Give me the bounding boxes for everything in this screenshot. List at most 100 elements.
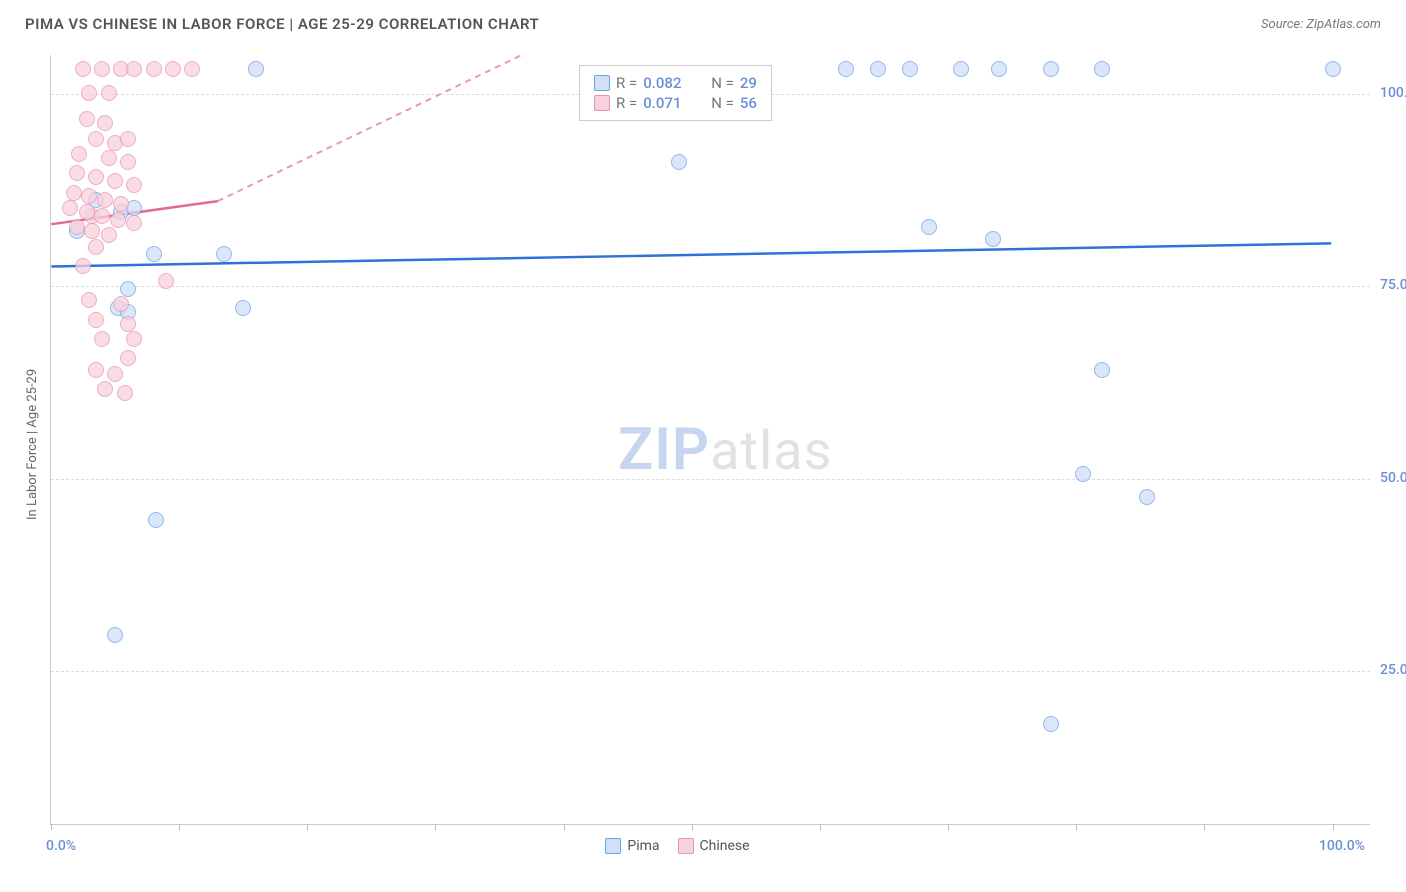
data-point-chinese	[88, 169, 104, 185]
data-point-chinese	[69, 165, 85, 181]
data-point-pima	[248, 61, 264, 77]
y-tick-label: 50.0%	[1380, 470, 1406, 486]
data-point-pima	[148, 512, 164, 528]
x-tick	[1076, 824, 1077, 830]
data-point-pima	[107, 627, 123, 643]
data-point-pima	[120, 281, 136, 297]
x-tick-label: 100.0%	[1319, 838, 1365, 854]
data-point-chinese	[101, 85, 117, 101]
data-point-pima	[985, 231, 1001, 247]
trend-dash-chinese	[218, 55, 538, 201]
data-point-chinese	[79, 111, 95, 127]
data-point-chinese	[75, 258, 91, 274]
x-tick	[564, 824, 565, 830]
swatch-icon	[594, 95, 610, 111]
legend-label: Chinese	[700, 838, 750, 854]
data-point-chinese	[117, 385, 133, 401]
data-point-chinese	[66, 185, 82, 201]
gridline	[51, 286, 1370, 287]
legend-item-pima: Pima	[605, 838, 659, 854]
data-point-chinese	[97, 192, 113, 208]
data-point-chinese	[158, 273, 174, 289]
data-point-pima	[671, 154, 687, 170]
data-point-pima	[1139, 489, 1155, 505]
stats-legend: R =0.082N =29R =0.071N =56	[579, 65, 772, 121]
swatch-icon	[678, 838, 694, 854]
data-point-pima	[838, 61, 854, 77]
data-point-chinese	[94, 331, 110, 347]
data-point-chinese	[81, 188, 97, 204]
data-point-chinese	[81, 85, 97, 101]
data-point-pima	[235, 300, 251, 316]
data-point-chinese	[165, 61, 181, 77]
x-tick	[179, 824, 180, 830]
data-point-chinese	[110, 212, 126, 228]
data-point-chinese	[107, 366, 123, 382]
x-tick	[51, 824, 52, 830]
data-point-pima	[1043, 716, 1059, 732]
y-tick-label: 75.0%	[1380, 277, 1406, 293]
data-point-chinese	[101, 150, 117, 166]
data-point-chinese	[126, 61, 142, 77]
data-point-chinese	[120, 154, 136, 170]
data-point-chinese	[146, 61, 162, 77]
data-point-chinese	[97, 381, 113, 397]
data-point-chinese	[69, 219, 85, 235]
data-point-pima	[1043, 61, 1059, 77]
data-point-chinese	[88, 312, 104, 328]
chart-title: PIMA VS CHINESE IN LABOR FORCE | AGE 25-…	[25, 15, 539, 33]
y-axis-label: In Labor Force | Age 25-29	[25, 369, 40, 520]
data-point-pima	[1094, 61, 1110, 77]
x-tick	[1333, 824, 1334, 830]
data-point-chinese	[184, 61, 200, 77]
y-tick-label: 100.0%	[1380, 85, 1406, 101]
n-label: N =	[711, 94, 734, 112]
r-label: R =	[616, 94, 637, 112]
r-value: 0.082	[643, 74, 695, 92]
data-point-pima	[991, 61, 1007, 77]
chart-header: PIMA VS CHINESE IN LABOR FORCE | AGE 25-…	[0, 0, 1406, 43]
data-point-chinese	[126, 331, 142, 347]
data-point-chinese	[120, 131, 136, 147]
data-point-chinese	[71, 146, 87, 162]
y-tick-label: 25.0%	[1380, 662, 1406, 678]
chart-source: Source: ZipAtlas.com	[1261, 17, 1381, 32]
data-point-chinese	[94, 61, 110, 77]
data-point-chinese	[97, 115, 113, 131]
swatch-icon	[594, 75, 610, 91]
data-point-chinese	[75, 61, 91, 77]
swatch-icon	[605, 838, 621, 854]
data-point-chinese	[81, 292, 97, 308]
r-label: R =	[616, 74, 637, 92]
data-point-chinese	[113, 296, 129, 312]
data-point-chinese	[79, 204, 95, 220]
gridline	[51, 671, 1370, 672]
x-tick	[307, 824, 308, 830]
data-point-chinese	[88, 131, 104, 147]
data-point-chinese	[94, 208, 110, 224]
data-point-chinese	[113, 196, 129, 212]
data-point-pima	[870, 61, 886, 77]
plot-area: ZIPatlas 25.0%50.0%75.0%100.0%0.0%100.0%…	[50, 55, 1370, 825]
data-point-chinese	[101, 227, 117, 243]
x-tick-label: 0.0%	[46, 838, 76, 854]
x-tick	[948, 824, 949, 830]
data-point-pima	[1325, 61, 1341, 77]
stats-row-pima: R =0.082N =29	[594, 74, 757, 92]
data-point-pima	[1094, 362, 1110, 378]
trend-line-pima	[51, 243, 1331, 266]
x-tick	[820, 824, 821, 830]
data-point-chinese	[126, 215, 142, 231]
x-tick	[692, 824, 693, 830]
data-point-pima	[146, 246, 162, 262]
data-point-chinese	[84, 223, 100, 239]
n-value: 29	[740, 74, 757, 92]
bottom-legend: Pima Chinese	[605, 838, 749, 854]
legend-item-chinese: Chinese	[678, 838, 750, 854]
stats-row-chinese: R =0.071N =56	[594, 94, 757, 112]
data-point-chinese	[126, 177, 142, 193]
x-tick	[1204, 824, 1205, 830]
data-point-chinese	[120, 350, 136, 366]
n-value: 56	[740, 94, 757, 112]
data-point-chinese	[62, 200, 78, 216]
